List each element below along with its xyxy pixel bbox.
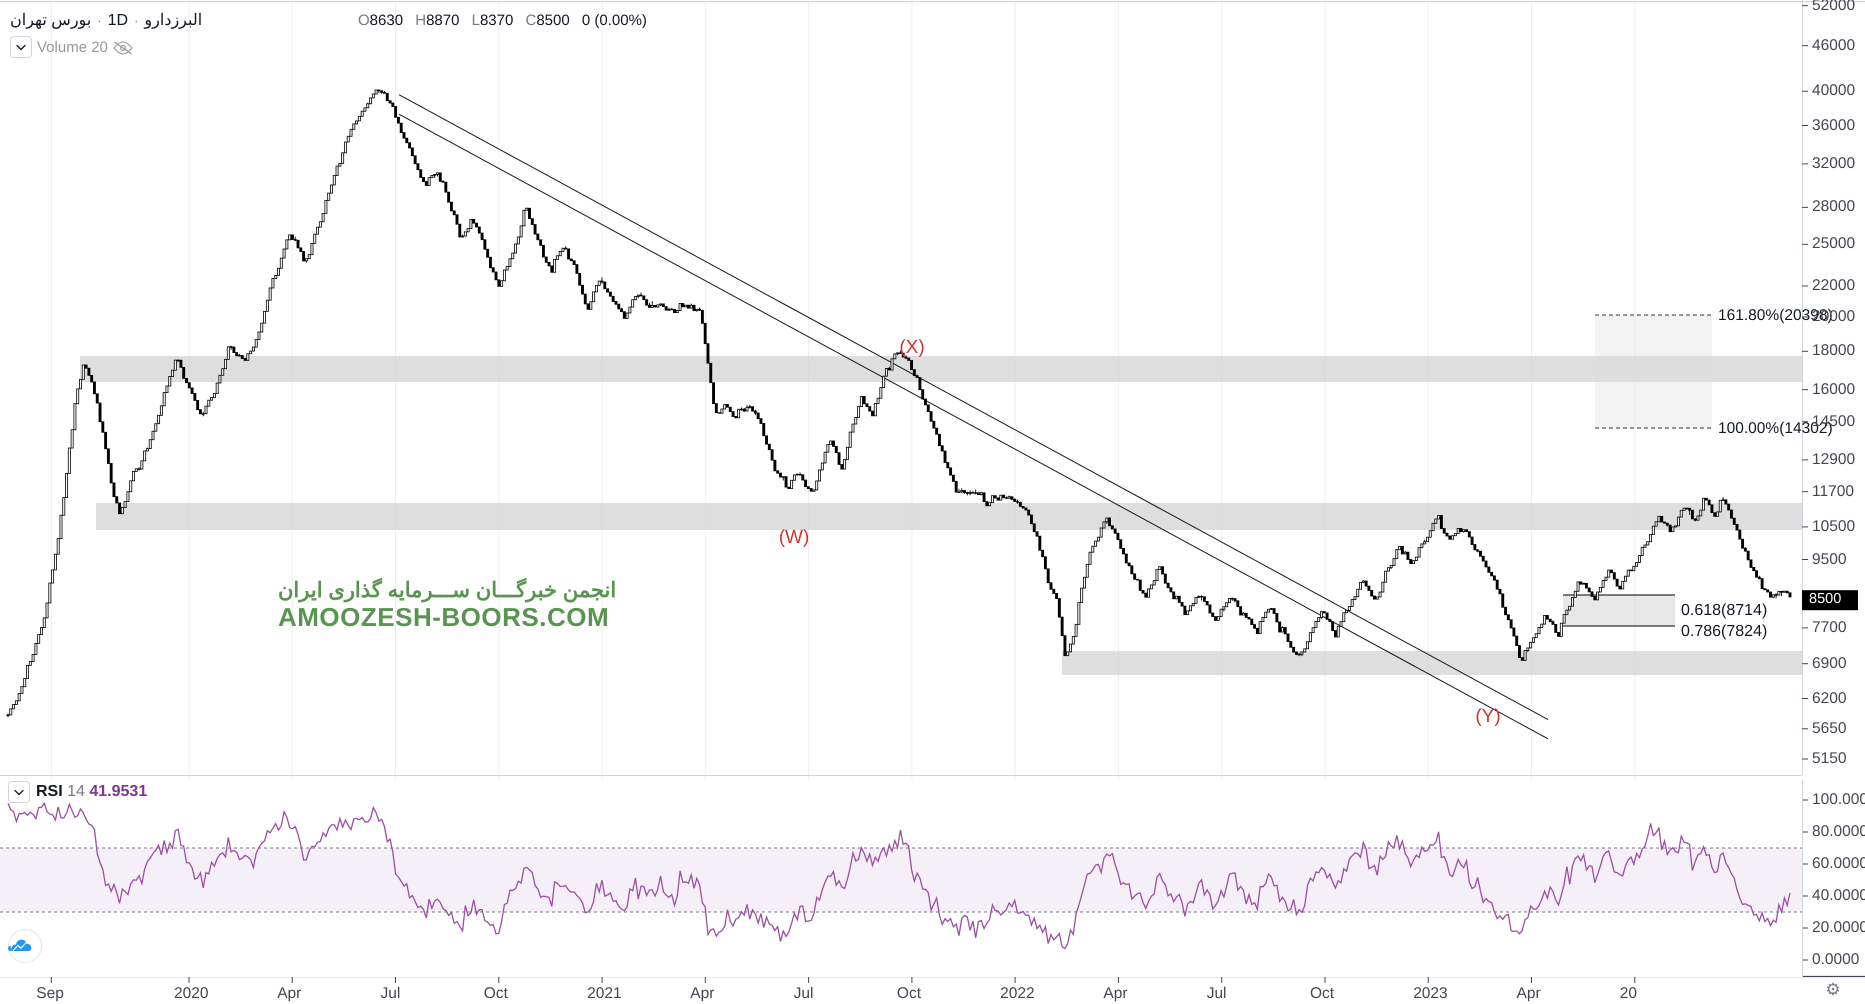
svg-text:0.618(8714): 0.618(8714) <box>1681 602 1767 619</box>
svg-text:(W): (W) <box>779 527 810 548</box>
svg-text:(Y): (Y) <box>1475 706 1500 727</box>
svg-text:0.786(7824): 0.786(7824) <box>1681 623 1767 640</box>
svg-text:⚙: ⚙ <box>1825 980 1840 999</box>
svg-text:(X): (X) <box>899 337 924 358</box>
